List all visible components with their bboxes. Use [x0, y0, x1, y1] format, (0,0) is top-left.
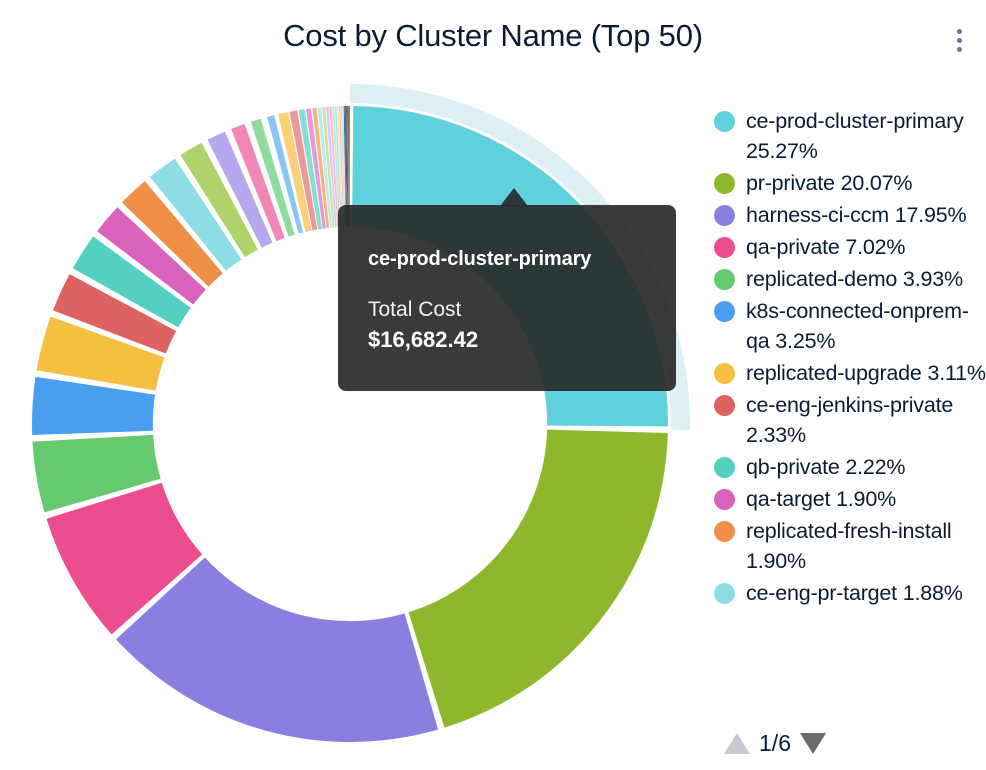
donut-slice[interactable] — [72, 236, 191, 328]
donut-slice[interactable] — [298, 109, 322, 230]
legend-swatch-icon — [714, 583, 735, 604]
donut-slice[interactable] — [278, 112, 312, 232]
legend-item-label: pr-private 20.07% — [746, 171, 913, 195]
donut-slice[interactable] — [408, 429, 668, 728]
kebab-dot — [956, 28, 962, 34]
donut-slice[interactable] — [352, 106, 669, 427]
donut-slice[interactable] — [326, 106, 337, 228]
donut-slice[interactable] — [149, 158, 242, 271]
legend-item[interactable]: qa-target 1.90% — [714, 484, 986, 514]
legend-item-label: k8s-connected-onprem-qa 3.25% — [746, 299, 969, 353]
pager-label: 1/6 — [759, 730, 791, 756]
triangle-down-icon[interactable] — [800, 732, 826, 754]
donut-slice[interactable] — [32, 376, 156, 435]
donut-slice[interactable] — [332, 106, 341, 228]
donut-slice[interactable] — [317, 107, 333, 228]
donut-slice[interactable] — [267, 115, 304, 234]
donut-slice[interactable] — [344, 106, 348, 227]
legend-swatch-icon — [714, 205, 735, 226]
donut-slice[interactable] — [347, 106, 349, 227]
legend-item-label: replicated-upgrade 3.11% — [746, 361, 986, 385]
legend-swatch-icon — [714, 111, 735, 132]
donut-slice[interactable] — [231, 123, 285, 242]
triangle-up-icon[interactable] — [724, 732, 751, 754]
legend-swatch-icon — [714, 521, 735, 542]
legend-swatch-icon — [714, 457, 735, 478]
donut-slice[interactable] — [207, 131, 273, 248]
legend-item[interactable]: qa-private 7.02% — [714, 232, 986, 262]
legend-item[interactable]: ce-eng-jenkins-private 2.33% — [714, 390, 986, 450]
legend-item[interactable]: harness-ci-ccm 17.95% — [714, 200, 986, 230]
donut-slice[interactable] — [52, 274, 177, 354]
legend-item-label: replicated-demo 3.93% — [746, 267, 963, 291]
donut-slice[interactable] — [329, 106, 339, 228]
donut-slice[interactable] — [32, 434, 161, 513]
kebab-menu-icon[interactable] — [946, 22, 972, 58]
legend-pager[interactable]: 1/6 — [724, 730, 826, 756]
donut-slice[interactable] — [343, 106, 347, 227]
donut-slice[interactable] — [97, 207, 206, 305]
donut-slice[interactable] — [345, 106, 348, 227]
donut-slice[interactable] — [348, 106, 350, 227]
page-title: Cost by Cluster Name (Top 50) — [283, 18, 703, 53]
legend-item-label: replicated-fresh-install 1.90% — [746, 519, 952, 573]
donut-slice[interactable] — [337, 106, 343, 228]
donut-slice[interactable] — [334, 106, 342, 228]
kebab-dot — [956, 46, 962, 52]
donut-slice[interactable] — [306, 108, 326, 229]
legend-item-label: ce-eng-pr-target 1.88% — [746, 581, 963, 605]
donut-slice[interactable] — [289, 110, 318, 231]
chart-legend[interactable]: ce-prod-cluster-primary 25.27% pr-private… — [714, 106, 986, 706]
legend-item-label: qa-target 1.90% — [746, 487, 896, 511]
legend-swatch-icon — [714, 301, 735, 322]
legend-item[interactable]: qb-private 2.22% — [714, 452, 986, 482]
donut-chart-svg[interactable] — [0, 78, 700, 770]
legend-swatch-icon — [714, 363, 735, 384]
donut-chart[interactable] — [0, 78, 700, 770]
legend-item-label: ce-eng-jenkins-private 2.33% — [746, 393, 954, 447]
legend-item[interactable]: replicated-upgrade 3.11% — [714, 358, 986, 388]
legend-item-label: qa-private 7.02% — [746, 235, 906, 259]
legend-swatch-icon — [714, 173, 735, 194]
legend-item-label: harness-ci-ccm 17.95% — [746, 203, 967, 227]
donut-slice[interactable] — [36, 316, 165, 391]
legend-swatch-icon — [714, 237, 735, 258]
donut-slice[interactable] — [322, 106, 335, 228]
donut-slice[interactable] — [180, 142, 258, 258]
legend-item-label: ce-prod-cluster-primary 25.27% — [746, 109, 964, 163]
donut-slice[interactable] — [339, 106, 345, 227]
legend-swatch-icon — [714, 269, 735, 290]
legend-item-label: qb-private 2.22% — [746, 455, 906, 479]
legend-item[interactable]: ce-prod-cluster-primary 25.27% — [714, 106, 986, 166]
legend-swatch-icon — [714, 489, 735, 510]
donut-slice[interactable] — [346, 106, 349, 227]
donut-slice[interactable] — [340, 106, 346, 227]
donut-slice-group — [32, 106, 669, 742]
donut-slice[interactable] — [115, 557, 439, 742]
legend-item[interactable]: replicated-fresh-install 1.90% — [714, 516, 986, 576]
legend-item[interactable]: ce-eng-pr-target 1.88% — [714, 578, 986, 608]
donut-slice[interactable] — [349, 106, 350, 227]
donut-slice[interactable] — [250, 118, 295, 237]
legend-item[interactable]: k8s-connected-onprem-qa 3.25% — [714, 296, 986, 356]
kebab-dot — [956, 37, 962, 43]
donut-slice[interactable] — [342, 106, 346, 227]
legend-swatch-icon — [714, 395, 735, 416]
donut-slice[interactable] — [312, 107, 330, 229]
legend-item[interactable]: replicated-demo 3.93% — [714, 264, 986, 294]
legend-item[interactable]: pr-private 20.07% — [714, 168, 986, 198]
donut-slice[interactable] — [46, 482, 203, 635]
donut-slice[interactable] — [121, 181, 223, 287]
